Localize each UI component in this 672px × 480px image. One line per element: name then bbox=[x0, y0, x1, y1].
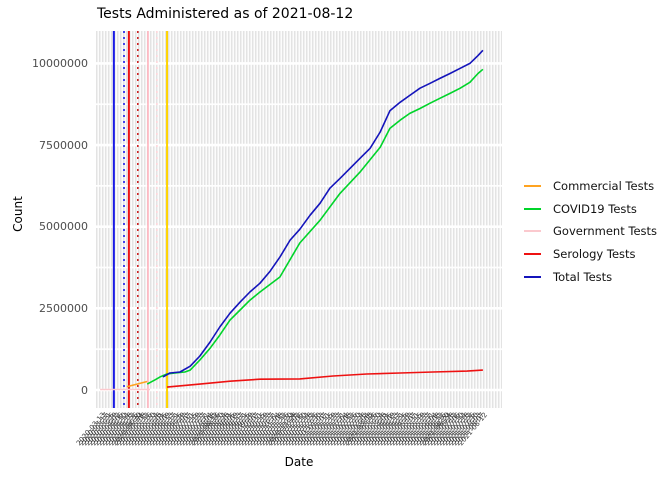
chart-title: Tests Administered as of 2021-08-12 bbox=[97, 6, 354, 22]
y-tick-label: 10000000 bbox=[32, 56, 88, 70]
legend-key-line-icon bbox=[524, 230, 541, 233]
legend-item-government-tests: Government Tests bbox=[524, 220, 657, 243]
legend-item-serology-tests: Serology Tests bbox=[524, 243, 657, 266]
y-tick-label: 2500000 bbox=[39, 301, 88, 315]
x-axis-title: Date bbox=[284, 455, 314, 469]
legend-label: Total Tests bbox=[553, 269, 613, 284]
series-line-total-tests bbox=[162, 49, 484, 378]
y-axis: Count 0 2500000 5000000 7500000 10000000 bbox=[0, 0, 90, 480]
legend-label: COVID19 Tests bbox=[553, 201, 637, 216]
legend-item-covid19-tests: COVID19 Tests bbox=[524, 198, 657, 221]
legend-key-line-icon bbox=[524, 185, 541, 188]
legend-label: Commercial Tests bbox=[553, 179, 655, 194]
legend-key-line-icon bbox=[524, 207, 541, 210]
legend-item-total-tests: Total Tests bbox=[524, 265, 657, 288]
legend-label: Government Tests bbox=[553, 224, 658, 239]
y-tick-label: 7500000 bbox=[39, 138, 88, 152]
y-tick-label: 0 bbox=[81, 383, 88, 397]
legend-item-commercial-tests: Commercial Tests bbox=[524, 175, 657, 198]
x-axis-tick-labels: 2020-03-13 2020-03-17 2020-03-21 2020-03-25… bbox=[75, 410, 502, 458]
y-tick-label: 5000000 bbox=[39, 220, 88, 234]
plot-area bbox=[96, 31, 502, 408]
legend-key-line-icon bbox=[524, 253, 541, 256]
chart-panel bbox=[96, 31, 502, 408]
series-line-covid19-tests bbox=[146, 68, 484, 385]
legend-key-line-icon bbox=[524, 275, 541, 278]
y-axis-title: Count bbox=[11, 196, 25, 232]
series-line-serology-tests bbox=[166, 369, 483, 388]
legend: Commercial Tests COVID19 Tests Governmen… bbox=[524, 175, 657, 288]
series-line-commercial-tests bbox=[126, 380, 148, 388]
legend-label: Serology Tests bbox=[553, 247, 636, 262]
